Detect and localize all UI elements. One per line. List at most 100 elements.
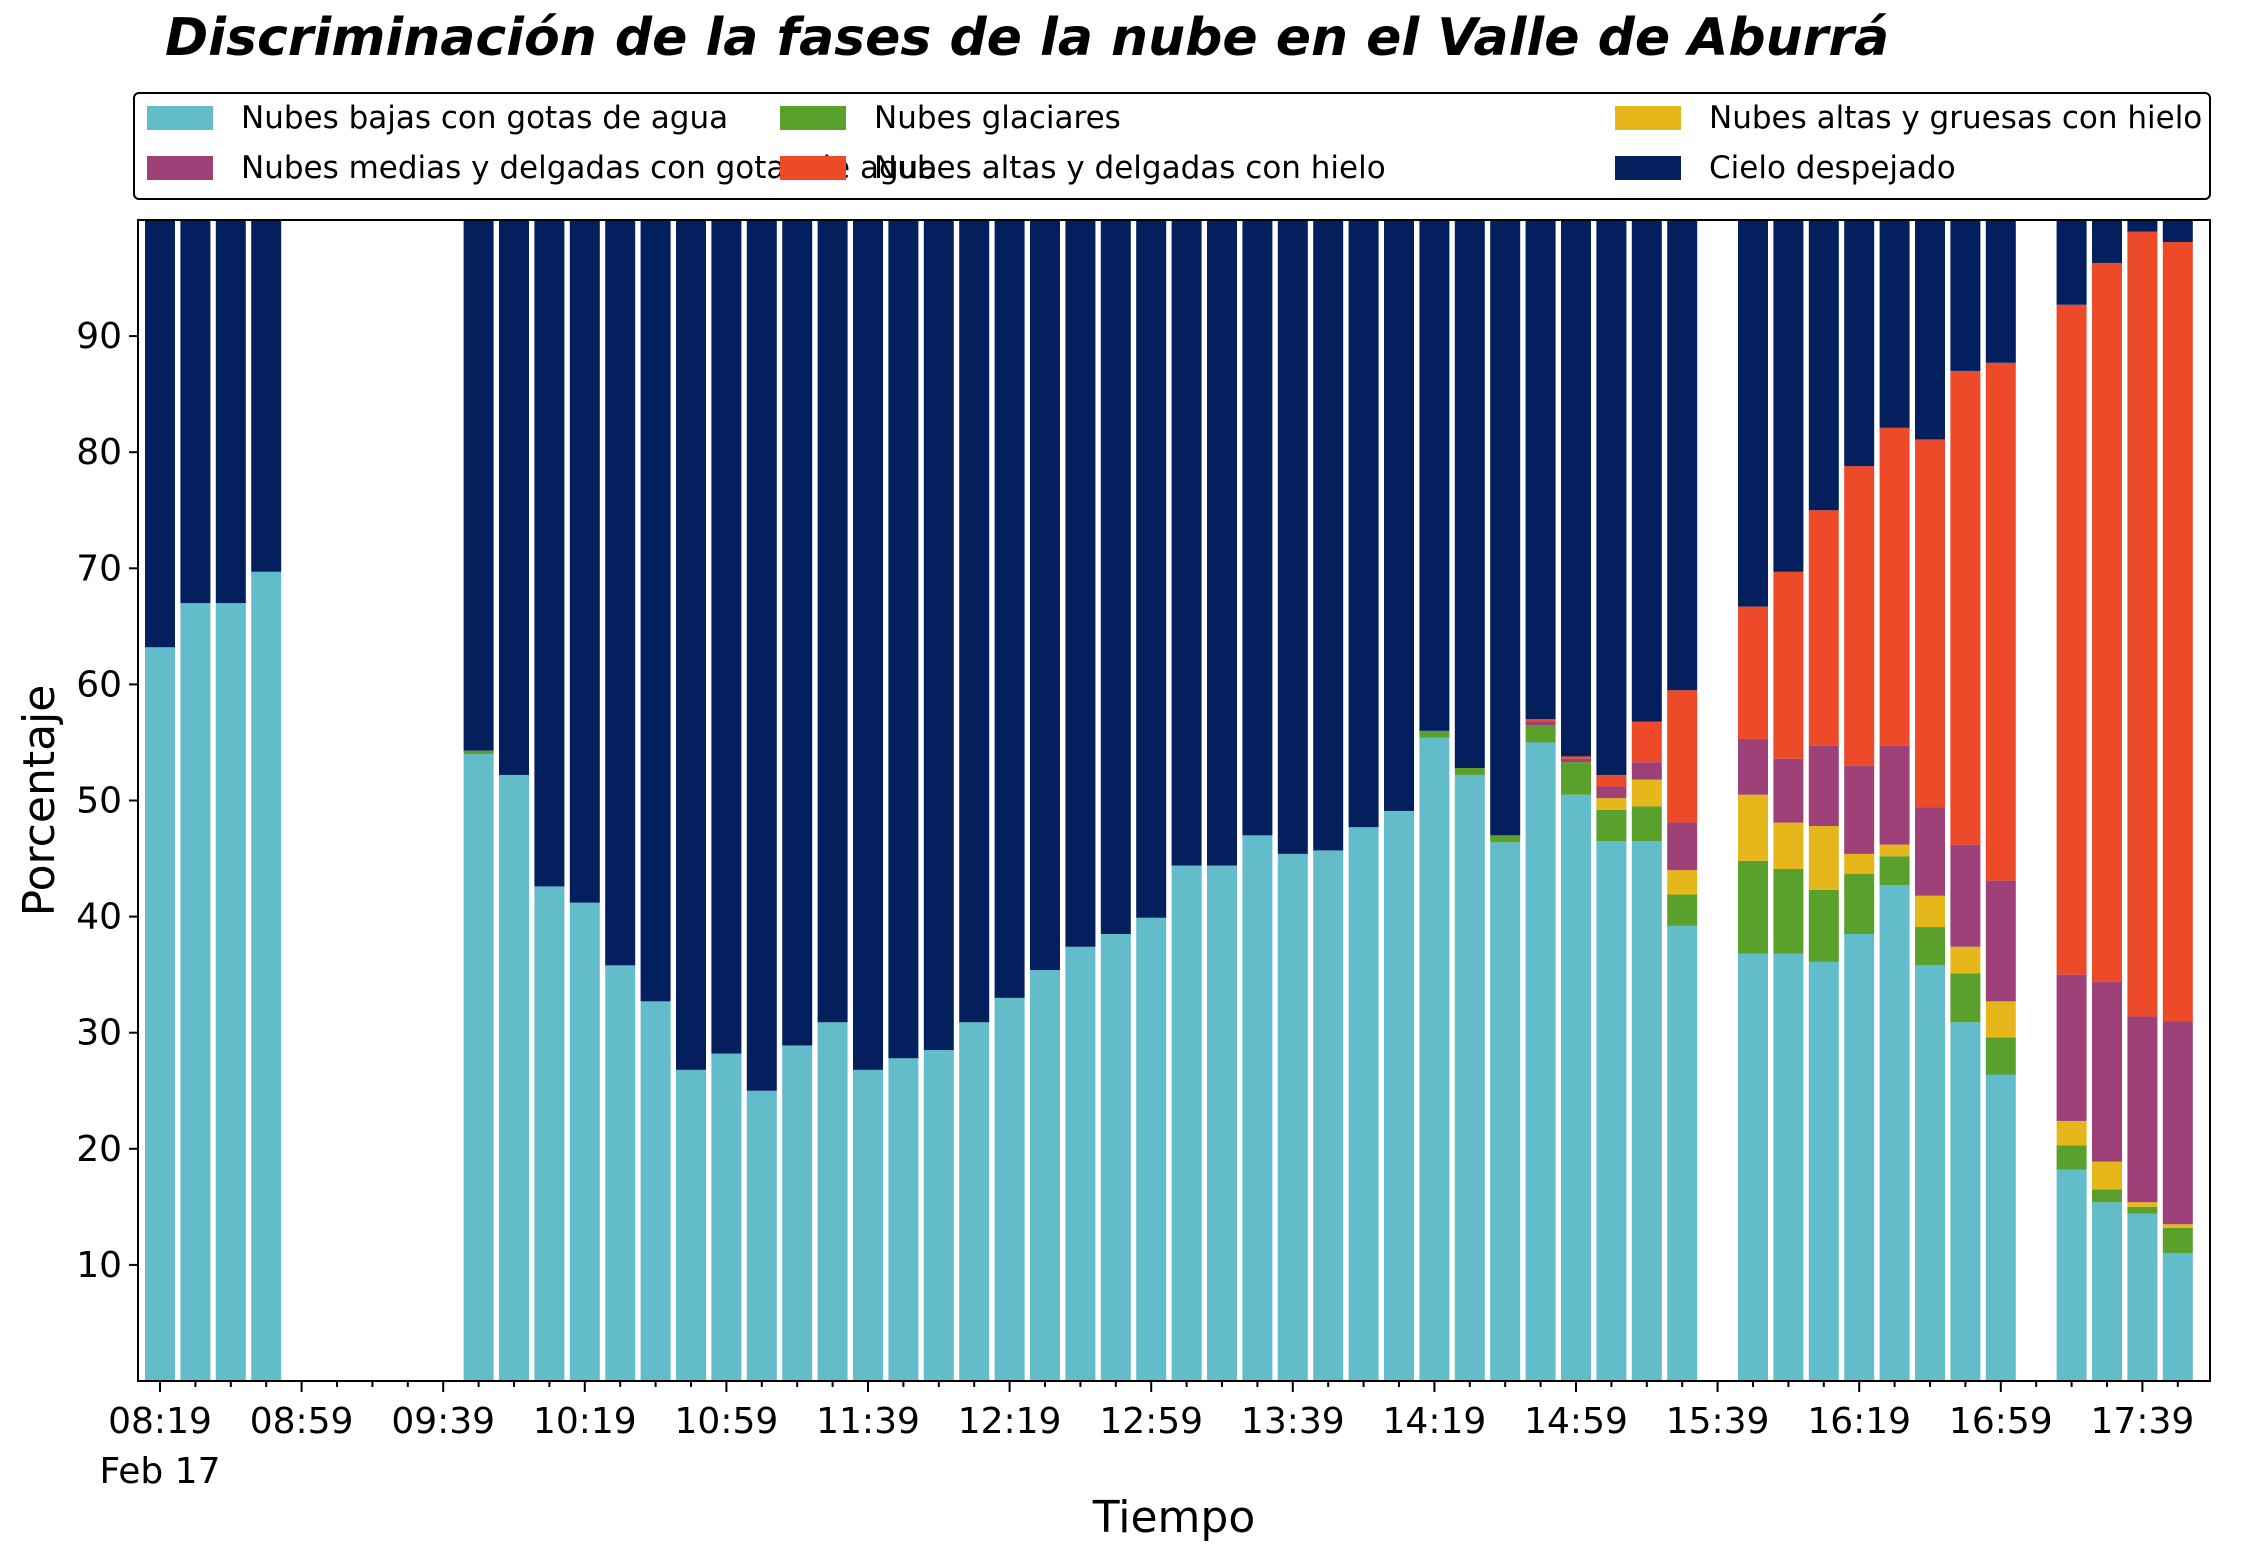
bar-nubes-bajas-con-gotas-de-agua-1459 xyxy=(1561,794,1591,1381)
bar-nubes-bajas-con-gotas-de-agua-1719 xyxy=(2056,1169,2087,1381)
bar-cielo-despejado-1129 xyxy=(817,220,848,1023)
bar-nubes-bajas-con-gotas-de-agua-1229 xyxy=(1030,970,1060,1381)
x-tick-label: 16:59 xyxy=(1949,1401,2053,1442)
legend-label: Cielo despejado xyxy=(1709,150,1956,186)
bar-nubes-altas-y-delgadas-con-hielo-1629 xyxy=(1879,427,1910,746)
bar-nubes-altas-y-delgadas-con-hielo-1739 xyxy=(2127,231,2158,1017)
bar-nubes-bajas-con-gotas-de-agua-1619 xyxy=(1844,934,1875,1381)
bar-nubes-bajas-con-gotas-de-agua-0819 xyxy=(145,647,175,1381)
legend-label: Nubes altas y gruesas con hielo xyxy=(1709,100,2203,136)
x-tick-label: 14:59 xyxy=(1524,1401,1628,1442)
bar-nubes-medias-y-delgadas-con-gotas-de-agua-1619 xyxy=(1844,765,1875,854)
bar-cielo-despejado-1509 xyxy=(1596,220,1627,775)
bar-nubes-altas-y-delgadas-con-hielo-1519 xyxy=(1631,721,1662,763)
legend-entry-nubes-altas-y-gruesas-con-hielo: Nubes altas y gruesas con hielo xyxy=(1615,100,2202,136)
bar-cielo-despejado-1629 xyxy=(1879,220,1910,428)
bar-cielo-despejado-1119 xyxy=(782,220,813,1046)
bar-cielo-despejado-0949 xyxy=(463,220,494,751)
bar-nubes-glaciares-1739 xyxy=(2127,1206,2158,1214)
bar-nubes-bajas-con-gotas-de-agua-1519 xyxy=(1631,841,1662,1381)
bar-nubes-glaciares-1509 xyxy=(1596,809,1627,842)
bar-nubes-bajas-con-gotas-de-agua-1359 xyxy=(1348,827,1379,1381)
bar-nubes-medias-y-delgadas-con-gotas-de-agua-1729 xyxy=(2092,981,2122,1162)
bar-nubes-glaciares-1659 xyxy=(1985,1037,2016,1075)
bar-cielo-despejado-1749 xyxy=(2162,220,2193,243)
bar-nubes-bajas-con-gotas-de-agua-1609 xyxy=(1808,961,1839,1381)
legend: Nubes bajas con gotas de agua Nubes glaci… xyxy=(133,92,2211,200)
x-tick-label: 13:39 xyxy=(1241,1401,1345,1442)
bar-cielo-despejado-0829 xyxy=(180,220,211,604)
bar-nubes-altas-y-gruesas-con-hielo-1649 xyxy=(1950,946,1981,974)
bar-nubes-medias-y-delgadas-con-gotas-de-agua-1649 xyxy=(1950,844,1981,947)
x-axis-label: Tiempo xyxy=(1092,1492,1256,1543)
legend-swatch xyxy=(147,156,213,180)
y-axis: 10 20 30 40 50 60 70 80 90 xyxy=(76,316,138,1286)
bar-cielo-despejado-1109 xyxy=(746,220,777,1091)
bar-cielo-despejado-1309 xyxy=(1171,220,1202,866)
bar-nubes-glaciares-1419 xyxy=(1419,730,1450,738)
bar-nubes-bajas-con-gotas-de-agua-1649 xyxy=(1950,1022,1981,1381)
bar-nubes-glaciares-1439 xyxy=(1490,835,1521,843)
bar-cielo-despejado-0819 xyxy=(145,220,175,648)
bar-cielo-despejado-1329 xyxy=(1242,220,1273,836)
bar-nubes-bajas-con-gotas-de-agua-1409 xyxy=(1384,810,1414,1381)
x-axis: 08:19 08:59 09:39 10:19 10:59 11:39 12:19 12:59… xyxy=(100,1381,2194,1492)
bar-nubes-bajas-con-gotas-de-agua-1039 xyxy=(640,1001,671,1381)
y-tick-label: 30 xyxy=(76,1013,122,1054)
bar-nubes-glaciares-1639 xyxy=(1915,927,1945,966)
bar-nubes-altas-y-gruesas-con-hielo-1739 xyxy=(2127,1202,2158,1207)
x-tick-label: 14:19 xyxy=(1383,1401,1487,1442)
bar-nubes-bajas-con-gotas-de-agua-1029 xyxy=(605,965,636,1381)
bar-nubes-glaciares-1449 xyxy=(1525,725,1556,743)
bar-nubes-medias-y-delgadas-con-gotas-de-agua-1519 xyxy=(1631,762,1662,780)
bar-nubes-altas-y-gruesas-con-hielo-1519 xyxy=(1631,779,1662,807)
legend-entry-cielo-despejado: Cielo despejado xyxy=(1615,150,1956,186)
bar-cielo-despejado-1009 xyxy=(534,220,565,887)
bar-nubes-bajas-con-gotas-de-agua-1209 xyxy=(959,1022,990,1381)
bar-nubes-bajas-con-gotas-de-agua-0959 xyxy=(499,774,529,1381)
bar-nubes-bajas-con-gotas-de-agua-0839 xyxy=(215,603,246,1381)
bar-cielo-despejado-0839 xyxy=(215,220,246,604)
bar-nubes-bajas-con-gotas-de-agua-1339 xyxy=(1277,853,1308,1381)
bar-nubes-bajas-con-gotas-de-agua-1149 xyxy=(888,1058,919,1381)
bar-nubes-medias-y-delgadas-con-gotas-de-agua-1549 xyxy=(1738,738,1768,795)
bar-nubes-altas-y-delgadas-con-hielo-1449 xyxy=(1525,719,1556,722)
bar-cielo-despejado-1559 xyxy=(1773,220,1804,572)
bar-cielo-despejado-1149 xyxy=(888,220,919,1059)
x-tick-label: 10:59 xyxy=(675,1401,779,1442)
bar-nubes-medias-y-delgadas-con-gotas-de-agua-1449 xyxy=(1525,721,1556,726)
bar-cielo-despejado-1029 xyxy=(605,220,636,966)
bar-nubes-bajas-con-gotas-de-agua-1019 xyxy=(569,902,600,1381)
bar-nubes-glaciares-1559 xyxy=(1773,868,1804,954)
bar-nubes-altas-y-delgadas-con-hielo-1529 xyxy=(1667,690,1698,823)
x-tick-label: 11:39 xyxy=(816,1401,920,1442)
bar-cielo-despejado-1059 xyxy=(711,220,742,1054)
bar-nubes-glaciares-1529 xyxy=(1667,894,1698,926)
bar-nubes-bajas-con-gotas-de-agua-1629 xyxy=(1879,885,1910,1381)
bar-nubes-bajas-con-gotas-de-agua-1529 xyxy=(1667,925,1698,1381)
bar-nubes-bajas-con-gotas-de-agua-1319 xyxy=(1207,865,1237,1381)
bar-nubes-glaciares-1609 xyxy=(1808,889,1839,962)
bar-nubes-altas-y-gruesas-con-hielo-1719 xyxy=(2056,1120,2087,1146)
bar-nubes-altas-y-gruesas-con-hielo-1559 xyxy=(1773,822,1804,869)
bar-nubes-altas-y-gruesas-con-hielo-1659 xyxy=(1985,1001,2016,1038)
y-tick-label: 90 xyxy=(76,316,122,357)
bar-nubes-altas-y-delgadas-con-hielo-1749 xyxy=(2162,242,2193,1022)
x-date-label: Feb 17 xyxy=(100,1451,221,1492)
bar-nubes-bajas-con-gotas-de-agua-1259 xyxy=(1136,917,1167,1381)
x-tick-label: 09:39 xyxy=(391,1401,495,1442)
bar-nubes-medias-y-delgadas-con-gotas-de-agua-1739 xyxy=(2127,1016,2158,1203)
y-tick-label: 70 xyxy=(76,548,122,589)
bar-cielo-despejado-1659 xyxy=(1985,220,2016,363)
bar-cielo-despejado-1319 xyxy=(1207,220,1237,866)
bar-nubes-altas-y-delgadas-con-hielo-1559 xyxy=(1773,571,1804,759)
bar-nubes-medias-y-delgadas-con-gotas-de-agua-1559 xyxy=(1773,758,1804,823)
bar-cielo-despejado-1159 xyxy=(923,220,954,1051)
y-tick-label: 60 xyxy=(76,664,122,705)
y-axis-label: Porcentaje xyxy=(14,685,65,917)
bar-cielo-despejado-1249 xyxy=(1100,220,1131,935)
y-tick-label: 40 xyxy=(76,897,122,938)
legend-swatch xyxy=(147,106,213,130)
bar-nubes-altas-y-gruesas-con-hielo-1619 xyxy=(1844,853,1875,874)
bar-cielo-despejado-1619 xyxy=(1844,220,1875,467)
